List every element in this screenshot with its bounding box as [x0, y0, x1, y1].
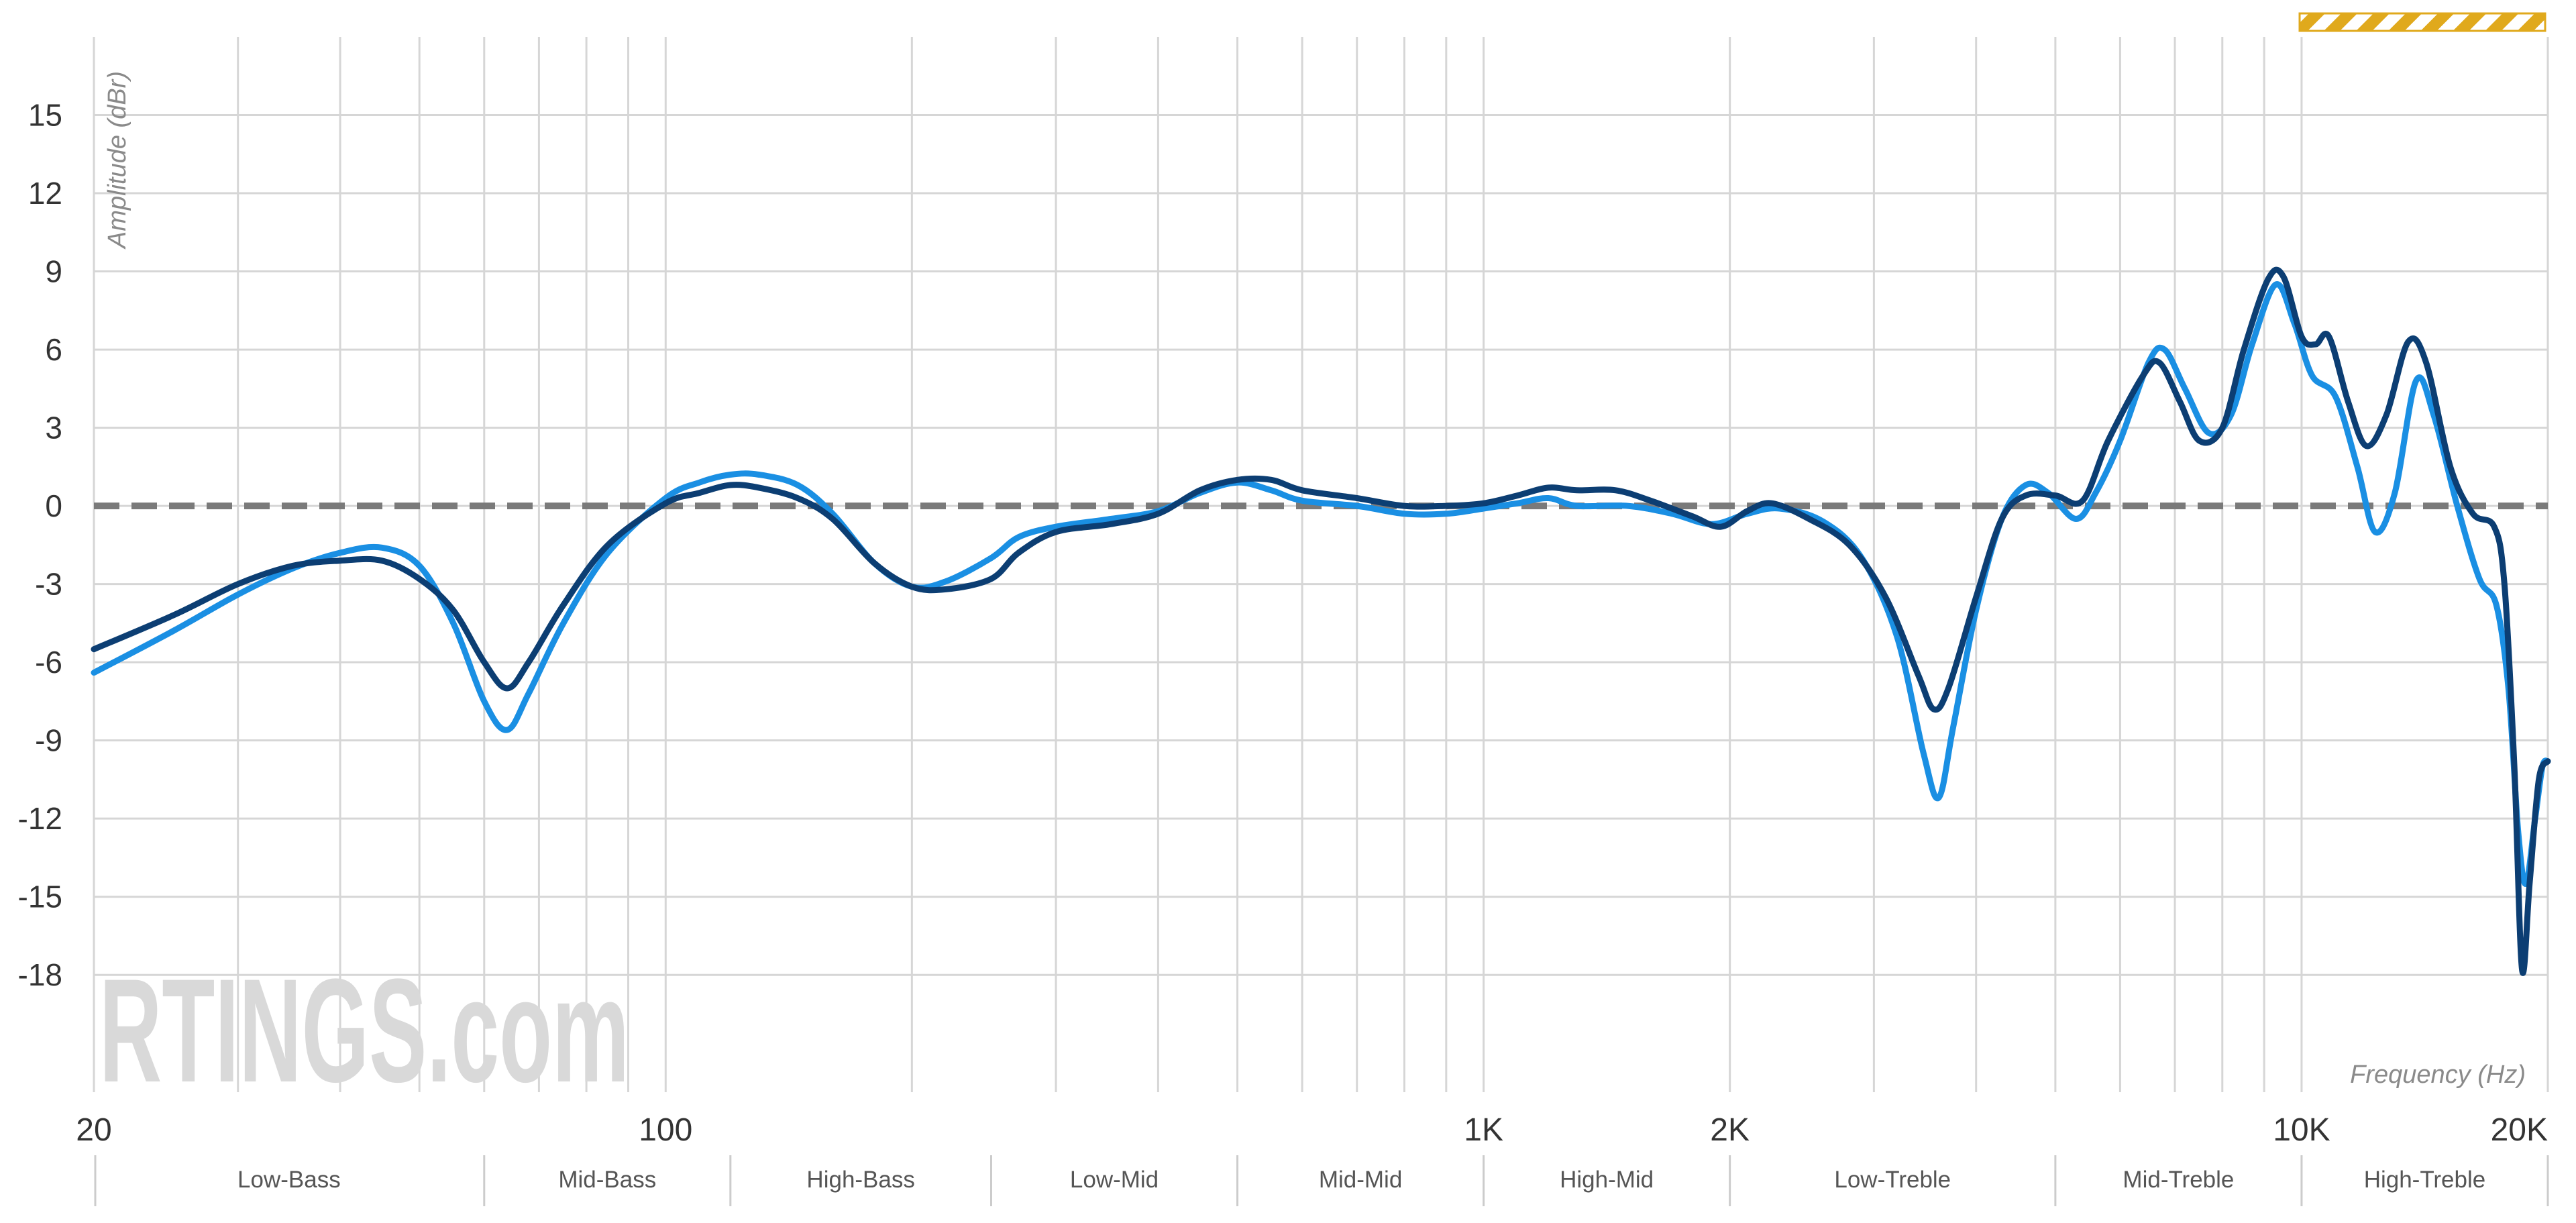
band-label: Mid-Treble: [2123, 1167, 2234, 1193]
y-tick-label: -12: [18, 801, 62, 836]
y-tick-labels: 15 12 9 6 3 0 -3 -6 -9 -12 -15 -18: [18, 98, 62, 993]
y-tick-label: -9: [35, 723, 62, 758]
band-label: Low-Bass: [237, 1167, 341, 1193]
y-gridlines: [94, 114, 2548, 976]
hatched-badge: [2298, 12, 2546, 32]
band-label: Mid-Bass: [558, 1167, 656, 1193]
y-tick-label: 6: [45, 332, 62, 367]
series-layer: [91, 266, 2551, 976]
y-tick-label: 9: [45, 254, 62, 289]
y-tick-label: -15: [18, 880, 62, 914]
y-tick-label: -18: [18, 957, 62, 992]
series-line-2: [91, 266, 2551, 976]
y-tick-label: -3: [35, 567, 62, 602]
watermark: RTINGS.com: [99, 948, 629, 1113]
x-axis-title: Frequency (Hz): [2350, 1061, 2526, 1089]
band-label: High-Treble: [2364, 1167, 2486, 1193]
x-gridlines: [93, 37, 2549, 1092]
x-tick-label: 1K: [1464, 1112, 1503, 1148]
x-tick-label: 100: [639, 1112, 692, 1148]
band-label: Low-Treble: [1834, 1167, 1951, 1193]
x-tick-label: 2K: [1710, 1112, 1750, 1148]
band-label: Mid-Mid: [1319, 1167, 1402, 1193]
y-tick-label: 12: [28, 176, 62, 211]
y-tick-label: 0: [45, 488, 62, 523]
frequency-bands: Low-Bass Mid-Bass High-Bass Low-Mid Mid-Mid H…: [94, 1155, 2549, 1206]
y-tick-label: 15: [28, 98, 62, 133]
band-label: Low-Mid: [1070, 1167, 1159, 1193]
band-label: High-Bass: [806, 1167, 914, 1193]
x-tick-label: 20: [76, 1112, 111, 1148]
x-tick-label: 20K: [2491, 1112, 2548, 1148]
y-tick-label: 3: [45, 411, 62, 445]
x-tick-label: 10K: [2273, 1112, 2330, 1148]
x-tick-labels: 20 100 1K 2K 10K 20K: [76, 1112, 2548, 1148]
band-label: High-Mid: [1560, 1167, 1654, 1193]
y-tick-label: -6: [35, 645, 62, 680]
y-axis-title: Amplitude (dBr): [103, 71, 131, 250]
